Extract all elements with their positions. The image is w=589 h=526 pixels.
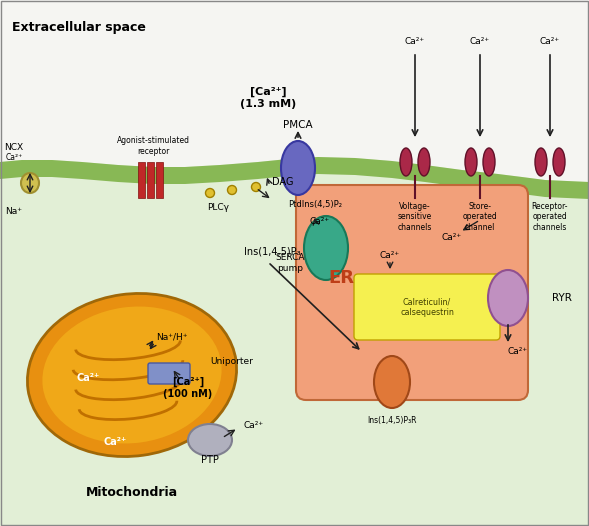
Text: Ca²⁺: Ca²⁺	[508, 348, 528, 357]
Text: SERCA
pump: SERCA pump	[275, 254, 305, 272]
Text: PTP: PTP	[201, 455, 219, 465]
Ellipse shape	[483, 148, 495, 176]
Ellipse shape	[42, 307, 221, 443]
FancyBboxPatch shape	[296, 185, 528, 400]
Text: Ca²⁺: Ca²⁺	[540, 37, 560, 46]
Ellipse shape	[206, 188, 214, 197]
Text: [Ca²⁺]
(100 nM): [Ca²⁺] (100 nM)	[163, 377, 213, 399]
Ellipse shape	[488, 270, 528, 326]
Ellipse shape	[28, 294, 237, 457]
Text: ER: ER	[328, 269, 354, 287]
Ellipse shape	[465, 148, 477, 176]
Text: Ca²⁺: Ca²⁺	[442, 234, 462, 242]
Text: Uniporter: Uniporter	[210, 358, 253, 367]
Text: PtdIns(4,5)P₂: PtdIns(4,5)P₂	[288, 199, 342, 208]
FancyBboxPatch shape	[354, 274, 500, 340]
Text: Receptor-
operated
channels: Receptor- operated channels	[532, 202, 568, 232]
Text: Ins(1,4,5)P₃R: Ins(1,4,5)P₃R	[368, 416, 417, 424]
Text: Ins(1,4,5)P₃: Ins(1,4,5)P₃	[244, 247, 300, 257]
Text: Ca²⁺: Ca²⁺	[104, 437, 127, 447]
Bar	[138, 162, 145, 198]
Text: Calreticulin/
calsequestrin: Calreticulin/ calsequestrin	[400, 297, 454, 317]
Ellipse shape	[553, 148, 565, 176]
Text: RYR: RYR	[552, 293, 572, 303]
Ellipse shape	[535, 148, 547, 176]
Ellipse shape	[21, 173, 39, 193]
Text: [Ca²⁺]
(1.3 mM): [Ca²⁺] (1.3 mM)	[240, 87, 296, 109]
Bar	[156, 162, 163, 198]
Text: PLCγ: PLCγ	[207, 204, 229, 213]
Ellipse shape	[188, 424, 232, 456]
Text: Ca²⁺: Ca²⁺	[77, 373, 100, 383]
Ellipse shape	[304, 216, 348, 280]
Ellipse shape	[281, 141, 315, 195]
Ellipse shape	[227, 186, 237, 195]
Text: Ca²⁺: Ca²⁺	[405, 37, 425, 46]
Text: Agonist-stimulated
receptor: Agonist-stimulated receptor	[117, 136, 190, 156]
Text: Na⁺: Na⁺	[5, 207, 22, 217]
Ellipse shape	[252, 183, 260, 191]
Text: Ca²⁺: Ca²⁺	[244, 420, 264, 430]
Text: Extracellular space: Extracellular space	[12, 22, 146, 35]
Bar	[147, 162, 154, 198]
Text: Ca²⁺: Ca²⁺	[470, 37, 490, 46]
Text: Ca²⁺: Ca²⁺	[380, 250, 400, 259]
Text: Voltage-
sensitive
channels: Voltage- sensitive channels	[398, 202, 432, 232]
Ellipse shape	[374, 356, 410, 408]
Text: NCX: NCX	[5, 144, 24, 153]
Polygon shape	[0, 157, 589, 199]
Text: Mitochondria: Mitochondria	[86, 485, 178, 499]
Text: Na⁺/H⁺: Na⁺/H⁺	[156, 332, 188, 341]
FancyBboxPatch shape	[148, 363, 190, 384]
Text: PMCA: PMCA	[283, 120, 313, 130]
Text: Ca²⁺: Ca²⁺	[310, 217, 330, 227]
Text: Store-
operated
channel: Store- operated channel	[462, 202, 497, 232]
Text: Ca²⁺: Ca²⁺	[5, 154, 22, 163]
Polygon shape	[0, 157, 589, 526]
Text: DAG: DAG	[272, 177, 293, 187]
Ellipse shape	[400, 148, 412, 176]
Ellipse shape	[418, 148, 430, 176]
